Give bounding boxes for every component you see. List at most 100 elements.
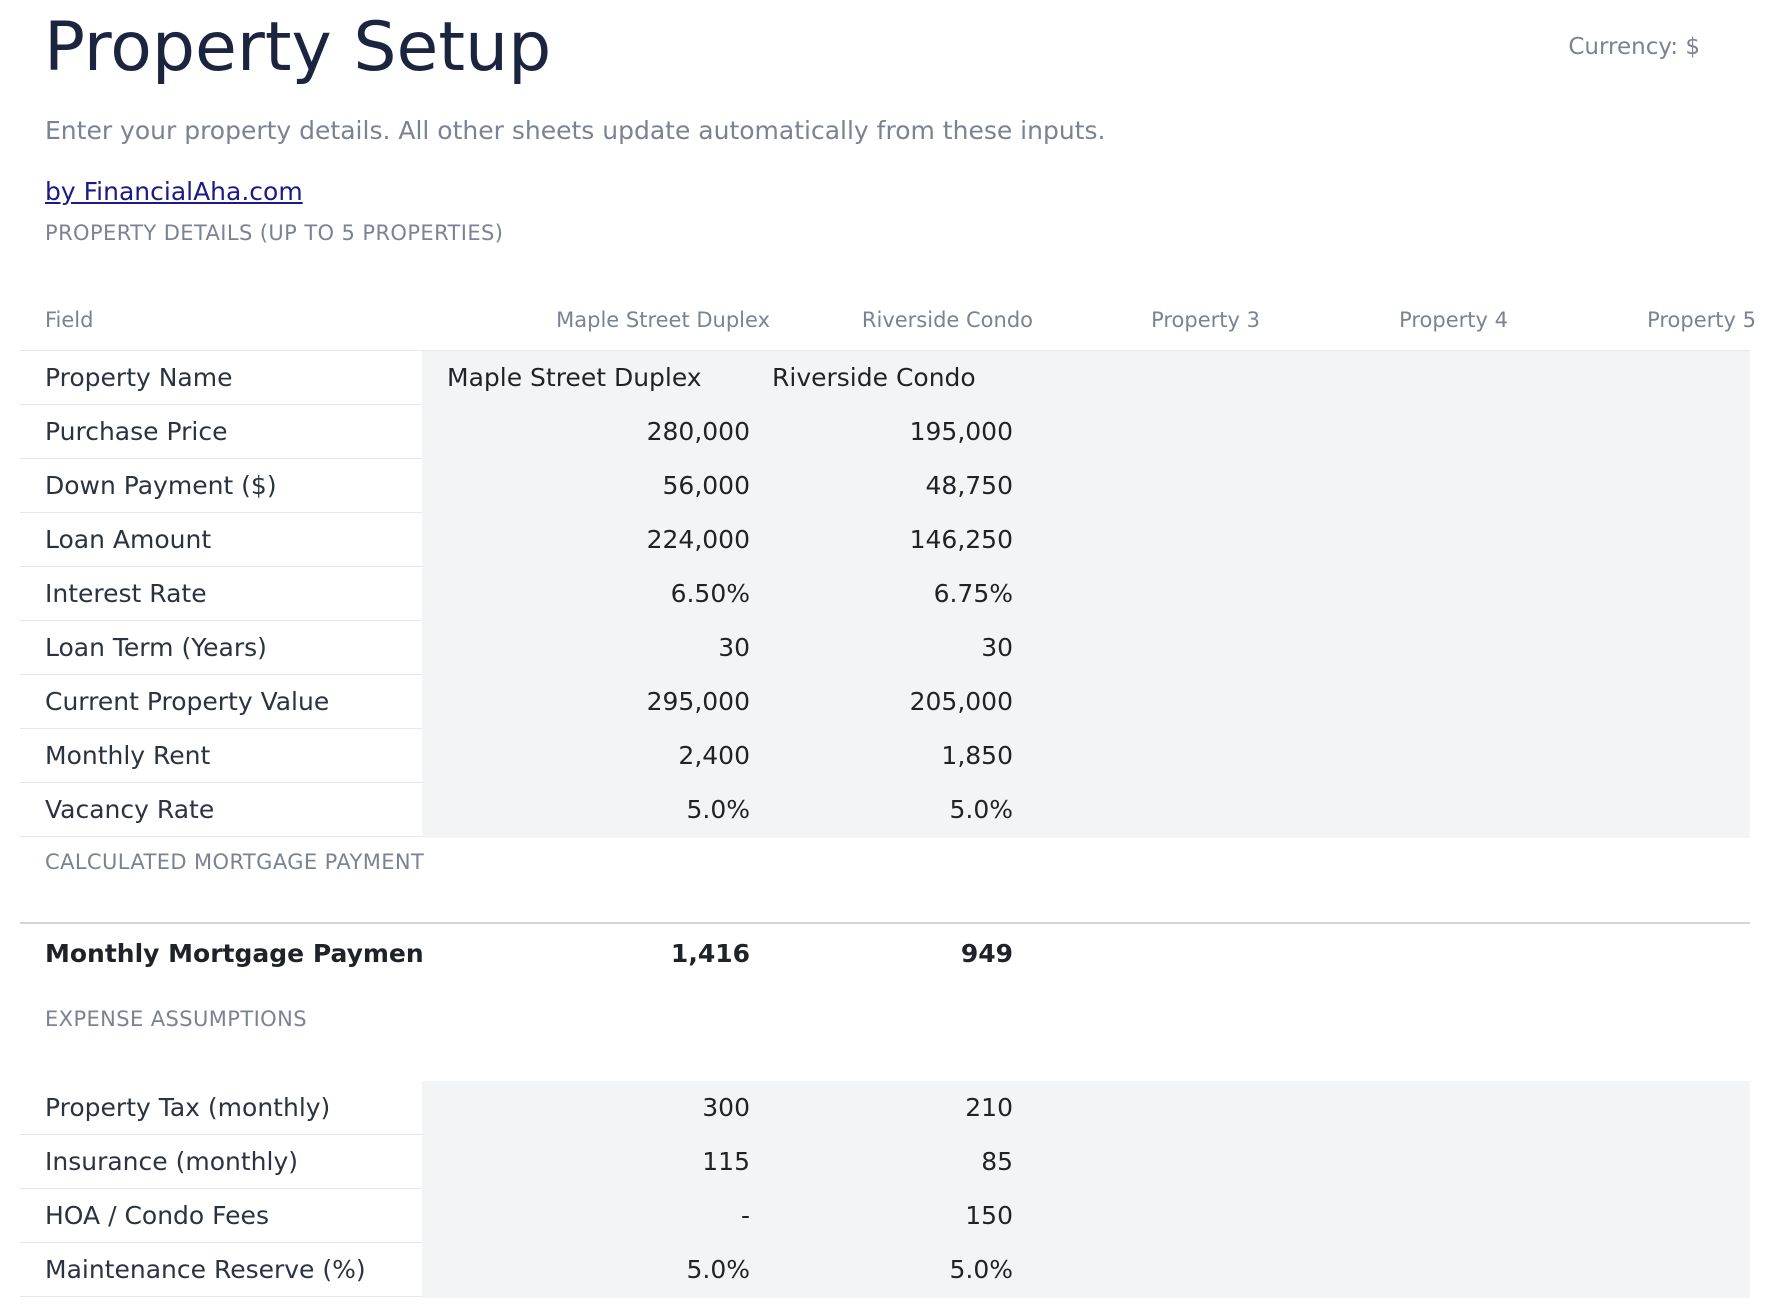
row-label: Interest Rate: [45, 579, 207, 608]
mortgage-payment-label: Monthly Mortgage Payment: [45, 939, 422, 968]
property-2-cell[interactable]: 205,000: [909, 687, 1013, 716]
property-2-name-cell[interactable]: Riverside Condo: [772, 363, 976, 392]
property-5-cell[interactable]: [1450, 1189, 1750, 1242]
table-row: Loan Amount 224,000 146,250: [20, 513, 1750, 568]
property-3-cell[interactable]: [940, 567, 1200, 620]
property-2-cell[interactable]: 146,250: [909, 525, 1013, 554]
property-3-cell[interactable]: [940, 621, 1200, 674]
property-1-cell[interactable]: 300: [702, 1093, 750, 1122]
section-label-mortgage: CALCULATED MORTGAGE PAYMENT: [45, 850, 425, 874]
property-4-cell[interactable]: [1200, 1243, 1450, 1296]
property-3-cell[interactable]: [940, 1135, 1200, 1188]
property-5-cell[interactable]: [1450, 1135, 1750, 1188]
section-label-expense: EXPENSE ASSUMPTIONS: [45, 1007, 307, 1031]
property-5-cell[interactable]: [1450, 621, 1750, 674]
row-label: Vacancy Rate: [45, 795, 215, 824]
currency-label: Currency: $: [1568, 34, 1700, 60]
property-5-cell[interactable]: [1450, 405, 1750, 458]
property-4-cell[interactable]: [1200, 621, 1450, 674]
property-5-cell[interactable]: [1450, 351, 1750, 404]
property-5-cell[interactable]: [1450, 567, 1750, 620]
property-4-cell[interactable]: [1200, 405, 1450, 458]
property-2-cell[interactable]: 195,000: [909, 417, 1013, 446]
property-4-cell[interactable]: [1200, 1135, 1450, 1188]
property-1-cell[interactable]: -: [740, 1201, 750, 1230]
property-3-cell[interactable]: [940, 405, 1200, 458]
property-4-cell[interactable]: [1200, 783, 1450, 836]
row-label: HOA / Condo Fees: [45, 1201, 269, 1230]
property-3-cell[interactable]: [940, 729, 1200, 782]
property-4-cell[interactable]: [1200, 351, 1450, 404]
column-header-property-1: Maple Street Duplex: [556, 308, 770, 332]
property-5-cell[interactable]: [1450, 675, 1750, 728]
property-2-cell[interactable]: 5.0%: [949, 1255, 1013, 1284]
row-label: Loan Amount: [45, 525, 212, 554]
row-label: Purchase Price: [45, 417, 228, 446]
property-2-cell[interactable]: 210: [965, 1093, 1013, 1122]
column-header-field: Field: [45, 308, 94, 332]
property-4-cell[interactable]: [1200, 1189, 1450, 1242]
column-header-property-3: Property 3: [1151, 308, 1260, 332]
row-label: Loan Term (Years): [45, 633, 267, 662]
property-5-cell[interactable]: [1450, 1243, 1750, 1296]
property-3-cell[interactable]: [940, 1189, 1200, 1242]
table-row: Property Tax (monthly) 300 210: [20, 1081, 1750, 1136]
property-2-cell[interactable]: 6.75%: [933, 579, 1013, 608]
property-1-cell[interactable]: 6.50%: [670, 579, 750, 608]
page-subtitle: Enter your property details. All other s…: [45, 116, 1106, 145]
property-5-cell[interactable]: [1450, 459, 1750, 512]
property-5-cell[interactable]: [1450, 1081, 1750, 1134]
property-3-cell[interactable]: [940, 459, 1200, 512]
table-row: Vacancy Rate 5.0% 5.0%: [20, 783, 1750, 838]
section-divider: [20, 922, 1750, 924]
property-5-cell[interactable]: [1450, 783, 1750, 836]
property-2-cell[interactable]: 48,750: [925, 471, 1013, 500]
row-label: Current Property Value: [45, 687, 330, 716]
table-row: Loan Term (Years) 30 30: [20, 621, 1750, 676]
mortgage-payment-property-1: 1,416: [670, 939, 750, 968]
property-3-cell[interactable]: [940, 675, 1200, 728]
property-3-cell[interactable]: [940, 351, 1200, 404]
property-4-cell[interactable]: [1200, 567, 1450, 620]
column-header-property-4: Property 4: [1399, 308, 1508, 332]
property-1-cell[interactable]: 295,000: [646, 687, 750, 716]
row-label: Monthly Rent: [45, 741, 211, 770]
property-4-cell[interactable]: [1200, 1081, 1450, 1134]
property-2-cell[interactable]: 5.0%: [949, 795, 1013, 824]
property-3-cell[interactable]: [940, 1081, 1200, 1134]
property-details-table: Property Name Maple Street Duplex Rivers…: [20, 350, 1750, 838]
property-1-name-cell[interactable]: Maple Street Duplex: [447, 363, 702, 392]
property-4-cell[interactable]: [1200, 459, 1450, 512]
property-1-cell[interactable]: 280,000: [646, 417, 750, 446]
property-3-cell[interactable]: [940, 513, 1200, 566]
property-1-cell[interactable]: 224,000: [646, 525, 750, 554]
property-2-cell[interactable]: 85: [981, 1147, 1013, 1176]
property-2-cell[interactable]: 30: [981, 633, 1013, 662]
table-row: Interest Rate 6.50% 6.75%: [20, 567, 1750, 622]
property-5-cell[interactable]: [1450, 729, 1750, 782]
property-1-cell[interactable]: 2,400: [678, 741, 750, 770]
table-row: Purchase Price 280,000 195,000: [20, 405, 1750, 460]
property-3-cell[interactable]: [940, 783, 1200, 836]
property-1-cell[interactable]: 5.0%: [686, 1255, 750, 1284]
property-4-cell[interactable]: [1200, 513, 1450, 566]
row-label: Maintenance Reserve (%): [45, 1255, 366, 1284]
property-4-cell[interactable]: [1200, 675, 1450, 728]
row-label: Property Name: [45, 363, 233, 392]
property-5-cell[interactable]: [1450, 513, 1750, 566]
property-3-cell[interactable]: [940, 1243, 1200, 1296]
column-header-property-5: Property 5: [1647, 308, 1756, 332]
property-1-cell[interactable]: 5.0%: [686, 795, 750, 824]
property-2-cell[interactable]: 150: [965, 1201, 1013, 1230]
property-1-cell[interactable]: 115: [702, 1147, 750, 1176]
table-row: Insurance (monthly) 115 85: [20, 1135, 1750, 1190]
property-1-cell[interactable]: 30: [718, 633, 750, 662]
property-1-cell[interactable]: 56,000: [662, 471, 750, 500]
property-4-cell[interactable]: [1200, 729, 1450, 782]
column-header-property-2: Riverside Condo: [861, 308, 1033, 332]
property-2-cell[interactable]: 1,850: [941, 741, 1013, 770]
byline-link[interactable]: by FinancialAha.com: [45, 177, 303, 206]
table-row: Current Property Value 295,000 205,000: [20, 675, 1750, 730]
row-label: Insurance (monthly): [45, 1147, 298, 1176]
page-title: Property Setup: [44, 8, 552, 87]
